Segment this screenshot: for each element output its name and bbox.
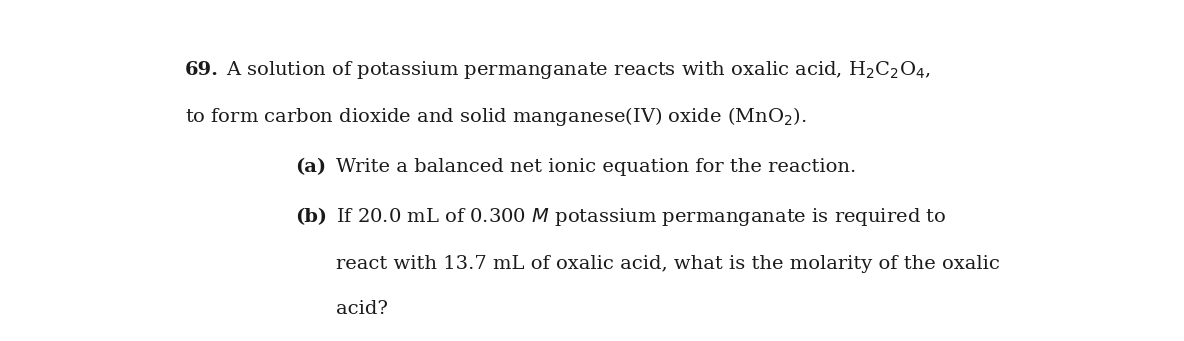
Text: 69.: 69. (185, 61, 219, 79)
Text: A solution of potassium permanganate reacts with oxalic acid, H$_2$C$_2$O$_4$,: A solution of potassium permanganate rea… (226, 59, 931, 81)
Text: If 20.0 mL of 0.300 $M$ potassium permanganate is required to: If 20.0 mL of 0.300 $M$ potassium perman… (336, 206, 946, 228)
Text: to form carbon dioxide and solid manganese(IV) oxide (MnO$_2$).: to form carbon dioxide and solid mangane… (185, 105, 806, 128)
Text: react with 13.7 mL of oxalic acid, what is the molarity of the oxalic: react with 13.7 mL of oxalic acid, what … (336, 255, 1000, 273)
Text: (a): (a) (295, 158, 326, 176)
Text: (b): (b) (295, 208, 327, 226)
Text: acid?: acid? (336, 300, 388, 318)
Text: Write a balanced net ionic equation for the reaction.: Write a balanced net ionic equation for … (336, 158, 856, 176)
